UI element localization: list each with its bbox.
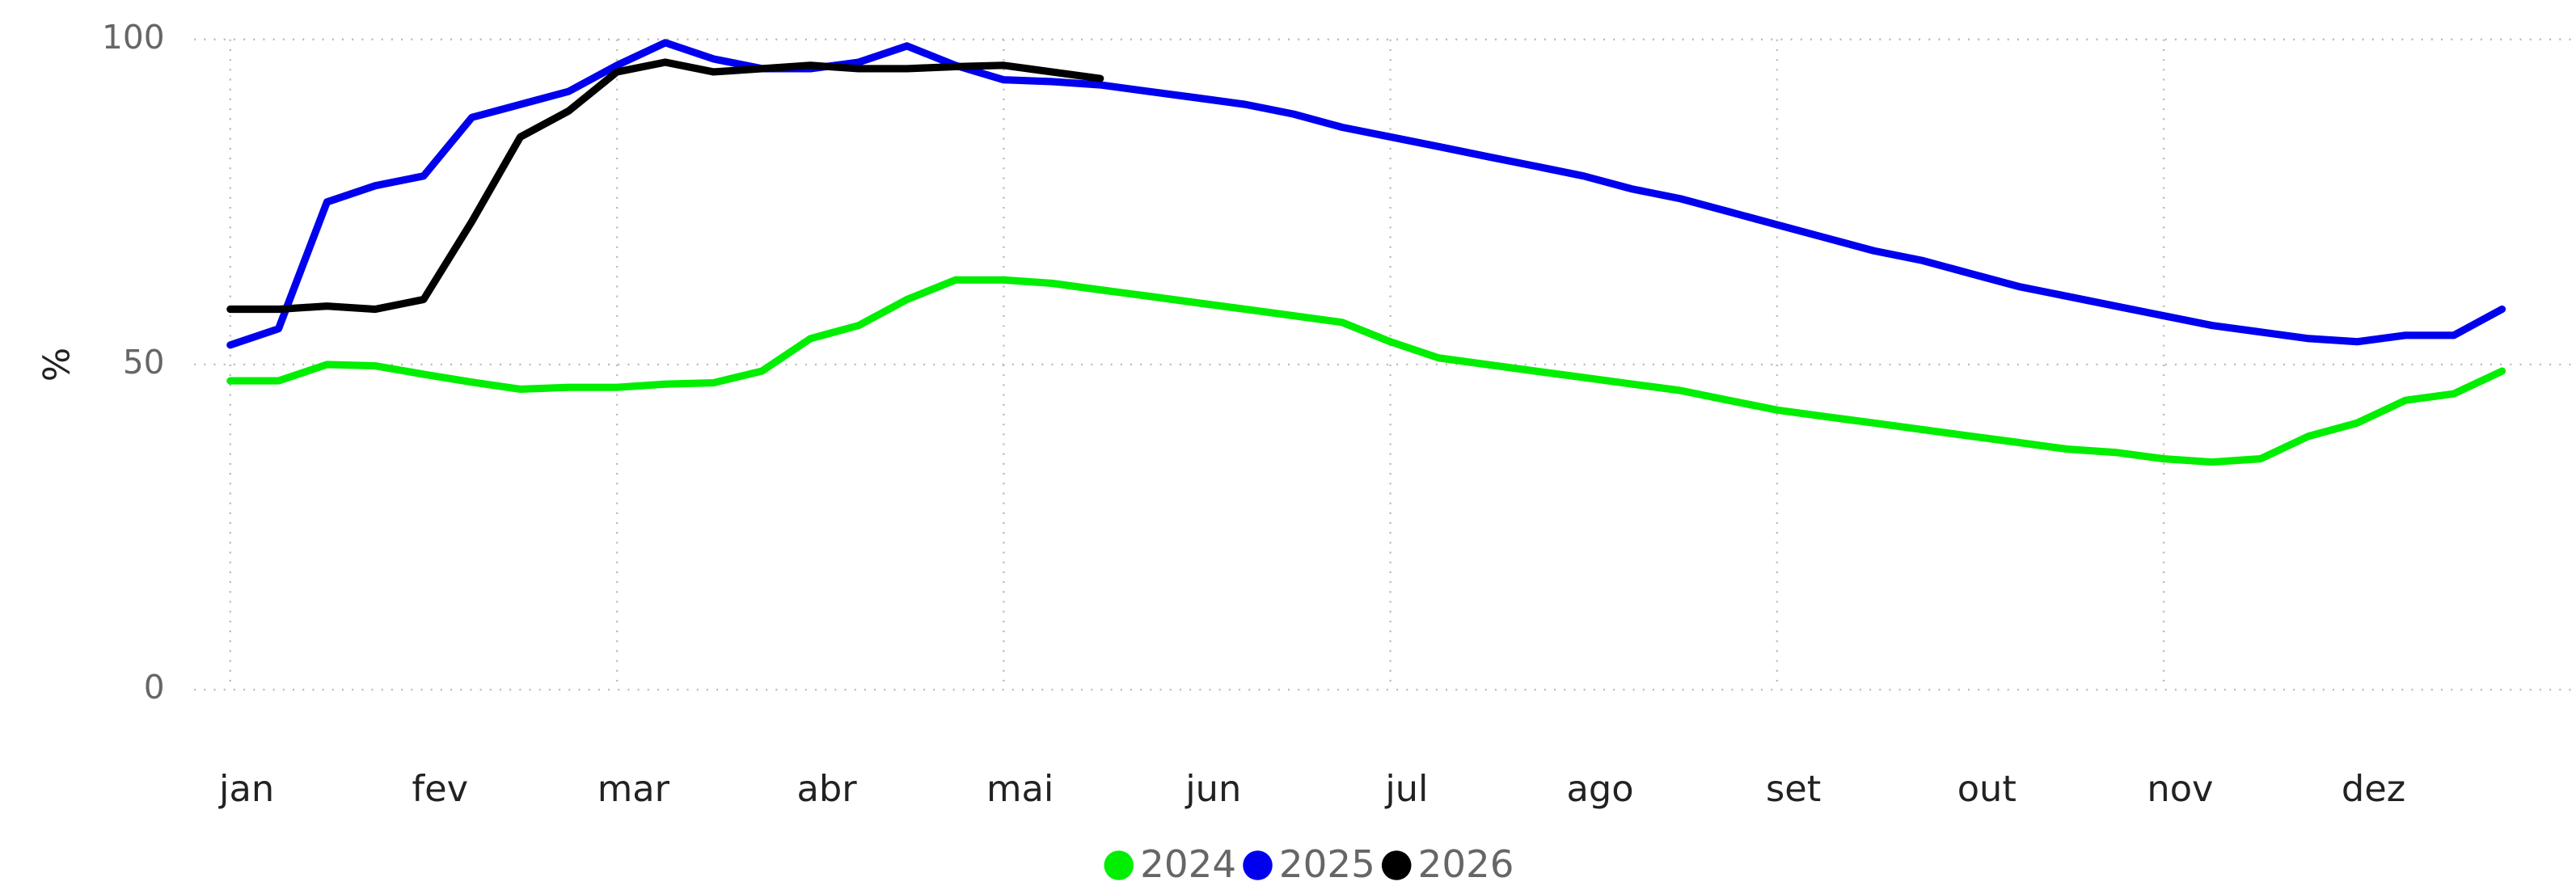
x-tick-label: set bbox=[1766, 768, 1821, 810]
legend-label: 2025 bbox=[1279, 843, 1375, 887]
x-tick-label: jan bbox=[218, 768, 274, 810]
legend-marker bbox=[1104, 850, 1134, 880]
x-tick-label: out bbox=[1957, 768, 2016, 810]
legend-label: 2024 bbox=[1140, 843, 1236, 887]
x-tick-label: fev bbox=[412, 768, 468, 810]
x-tick-label: jun bbox=[1185, 768, 1241, 810]
x-tick-label: mai bbox=[986, 768, 1054, 810]
y-tick-label: 50 bbox=[123, 343, 165, 382]
y-tick-label: 0 bbox=[144, 668, 165, 707]
series-line bbox=[226, 58, 1104, 314]
x-tick-label: abr bbox=[796, 768, 857, 810]
legend-label: 2026 bbox=[1418, 843, 1514, 887]
x-tick-label: jul bbox=[1384, 768, 1428, 810]
series-line bbox=[226, 39, 2506, 349]
legend-marker bbox=[1243, 850, 1273, 880]
x-tick-label: dez bbox=[2342, 768, 2405, 810]
y-axis-label: % bbox=[36, 348, 78, 382]
x-tick-label: nov bbox=[2147, 768, 2213, 810]
series-line bbox=[226, 276, 2506, 466]
y-tick-label: 100 bbox=[102, 18, 165, 57]
x-tick-label: mar bbox=[598, 768, 670, 810]
x-tick-label: ago bbox=[1566, 768, 1633, 810]
legend-marker bbox=[1381, 850, 1412, 880]
